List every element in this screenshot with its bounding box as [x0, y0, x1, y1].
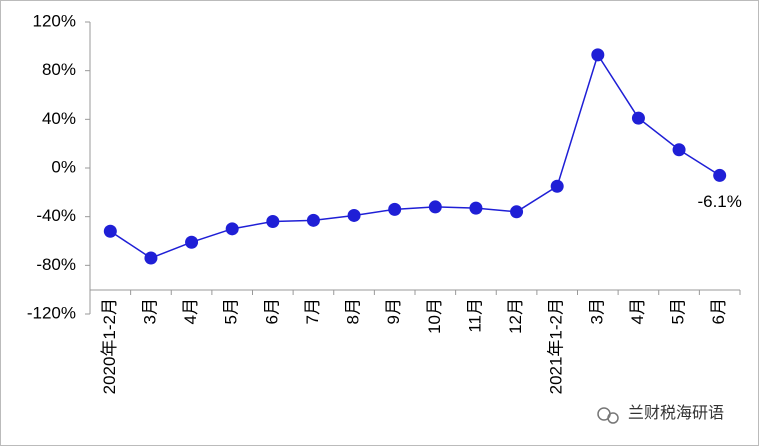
x-tick-label: 11月 [465, 298, 484, 333]
x-tick-label: 5月 [222, 298, 241, 324]
data-point [428, 200, 442, 214]
data-point [388, 202, 402, 216]
x-tick-label: 2020年1-2月 [100, 298, 119, 394]
y-tick-label: -40% [36, 206, 76, 225]
x-tick-label: 10月 [425, 298, 444, 334]
y-tick-label: -80% [36, 255, 76, 274]
y-tick-label: 80% [42, 60, 76, 79]
data-point [185, 235, 199, 249]
x-tick-label: 3月 [140, 298, 159, 324]
y-tick-label: 40% [42, 109, 76, 128]
y-tick-label: -120% [27, 303, 76, 322]
series-line [109, 53, 721, 259]
watermark: 兰财税海研语 [628, 404, 724, 422]
x-tick-label: 6月 [709, 298, 728, 324]
data-point [306, 213, 320, 227]
x-tick-label: 12月 [506, 298, 525, 334]
icon-bubble [607, 412, 619, 424]
data-point [713, 168, 727, 182]
data-point [631, 111, 645, 125]
x-tick-label: 5月 [669, 298, 688, 324]
data-point [225, 222, 239, 236]
x-tick-label: 2021年1-2月 [547, 298, 566, 394]
x-tick-label: 8月 [344, 298, 363, 324]
data-point [144, 251, 158, 265]
data-point [266, 215, 280, 229]
y-tick-label: 0% [51, 157, 76, 176]
x-tick-label: 9月 [384, 298, 403, 324]
data-point [591, 48, 605, 62]
x-tick-label: 4月 [628, 298, 647, 324]
y-tick-label: 120% [33, 11, 76, 30]
data-label: -6.1% [697, 192, 741, 211]
data-point [672, 143, 686, 157]
watermark-icon [597, 407, 619, 424]
x-tick-label: 4月 [181, 298, 200, 324]
data-point [103, 224, 117, 238]
data-point [550, 179, 564, 193]
x-tick-label: 6月 [262, 298, 281, 324]
data-point [469, 201, 483, 215]
data-point [510, 205, 524, 219]
data-point [347, 208, 361, 222]
x-tick-label: 7月 [303, 298, 322, 324]
x-tick-label: 3月 [587, 298, 606, 324]
